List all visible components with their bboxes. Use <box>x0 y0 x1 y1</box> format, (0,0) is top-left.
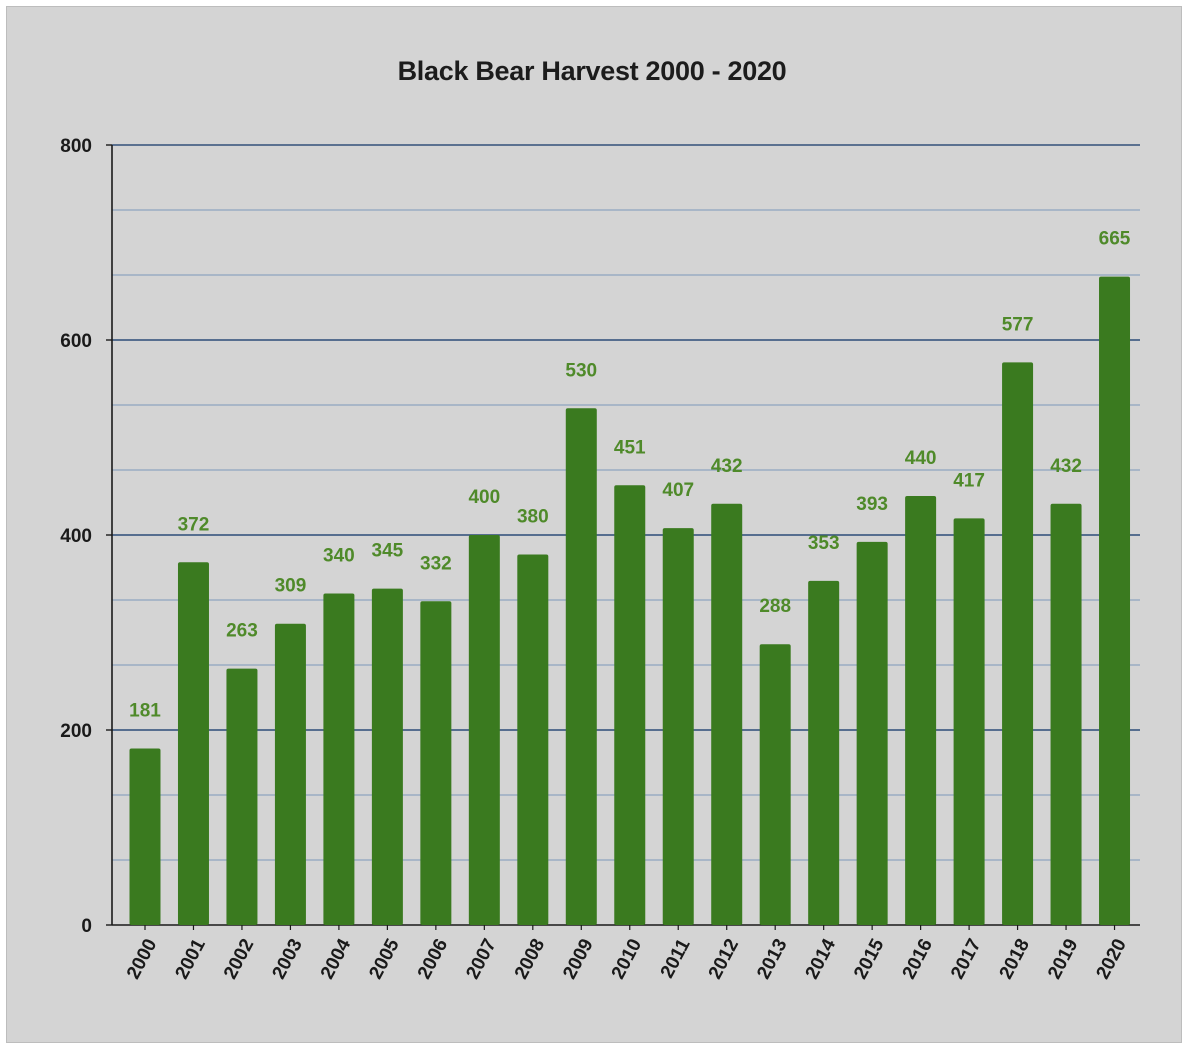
bar <box>662 528 694 925</box>
bar <box>517 554 549 925</box>
x-tick-label: 2007 <box>462 935 500 982</box>
data-label: 380 <box>517 507 549 528</box>
data-label: 263 <box>226 621 258 642</box>
bar <box>953 518 985 925</box>
y-tick-label: 600 <box>60 331 92 352</box>
x-tick-label: 2004 <box>317 935 356 983</box>
data-label: 332 <box>420 553 452 574</box>
x-tick-label: 2008 <box>511 935 549 982</box>
data-label: 309 <box>275 576 307 597</box>
x-tick-label: 2005 <box>365 935 404 983</box>
x-tick-label: 2011 <box>657 935 695 982</box>
data-label: 393 <box>856 494 888 515</box>
bar <box>614 485 646 925</box>
data-label: 432 <box>711 456 743 477</box>
bar <box>274 623 306 925</box>
data-label: 181 <box>129 701 161 722</box>
data-label: 440 <box>905 448 937 469</box>
x-tick-label: 2015 <box>850 935 889 983</box>
bar <box>1050 503 1082 925</box>
bar <box>1099 276 1131 925</box>
x-tick-label: 2017 <box>947 935 985 982</box>
x-tick-label: 2002 <box>220 935 258 982</box>
bar <box>468 535 500 925</box>
bar <box>177 562 209 925</box>
x-tick-label: 2006 <box>414 935 452 982</box>
x-tick-label: 2020 <box>1093 935 1131 982</box>
x-tick-label: 2000 <box>123 935 161 982</box>
x-tick-label: 2001 <box>171 935 210 983</box>
data-label: 353 <box>808 533 840 554</box>
y-tick-label: 800 <box>60 136 92 157</box>
x-tick-label: 2018 <box>996 935 1034 982</box>
bar <box>129 748 161 925</box>
y-tick-label: 200 <box>60 721 92 742</box>
data-label: 665 <box>1099 229 1131 250</box>
bar <box>371 588 403 925</box>
data-label: 372 <box>178 514 210 535</box>
bar <box>1002 362 1034 925</box>
data-label: 400 <box>468 487 500 508</box>
bar <box>905 496 937 925</box>
x-tick-label: 2012 <box>705 935 743 982</box>
bar <box>711 503 743 925</box>
x-tick-label: 2016 <box>899 935 937 982</box>
y-tick-label: 0 <box>81 916 92 937</box>
bar <box>420 601 452 925</box>
x-tick-label: 2009 <box>559 935 597 982</box>
data-label: 432 <box>1050 456 1082 477</box>
bar <box>759 644 791 925</box>
data-label: 530 <box>565 360 597 381</box>
bar <box>226 668 258 925</box>
x-tick-label: 2013 <box>753 935 791 982</box>
data-label: 345 <box>372 541 404 562</box>
x-tick-label: 2010 <box>608 935 646 982</box>
data-label: 288 <box>759 596 791 617</box>
chart-title: Black Bear Harvest 2000 - 2020 <box>397 56 787 86</box>
x-tick-label: 2019 <box>1044 935 1082 982</box>
bar <box>565 408 597 925</box>
bar <box>323 593 355 925</box>
bar-layer <box>129 276 1131 925</box>
data-label: 451 <box>614 437 646 458</box>
bar <box>856 541 888 925</box>
data-label: 407 <box>662 480 694 501</box>
data-label: 417 <box>953 470 985 491</box>
data-label: 577 <box>1002 314 1034 335</box>
x-tick-label: 2014 <box>802 935 841 983</box>
bar <box>808 580 840 925</box>
x-tick-label: 2003 <box>268 935 306 982</box>
y-tick-label: 400 <box>60 526 92 547</box>
data-label: 340 <box>323 546 355 567</box>
